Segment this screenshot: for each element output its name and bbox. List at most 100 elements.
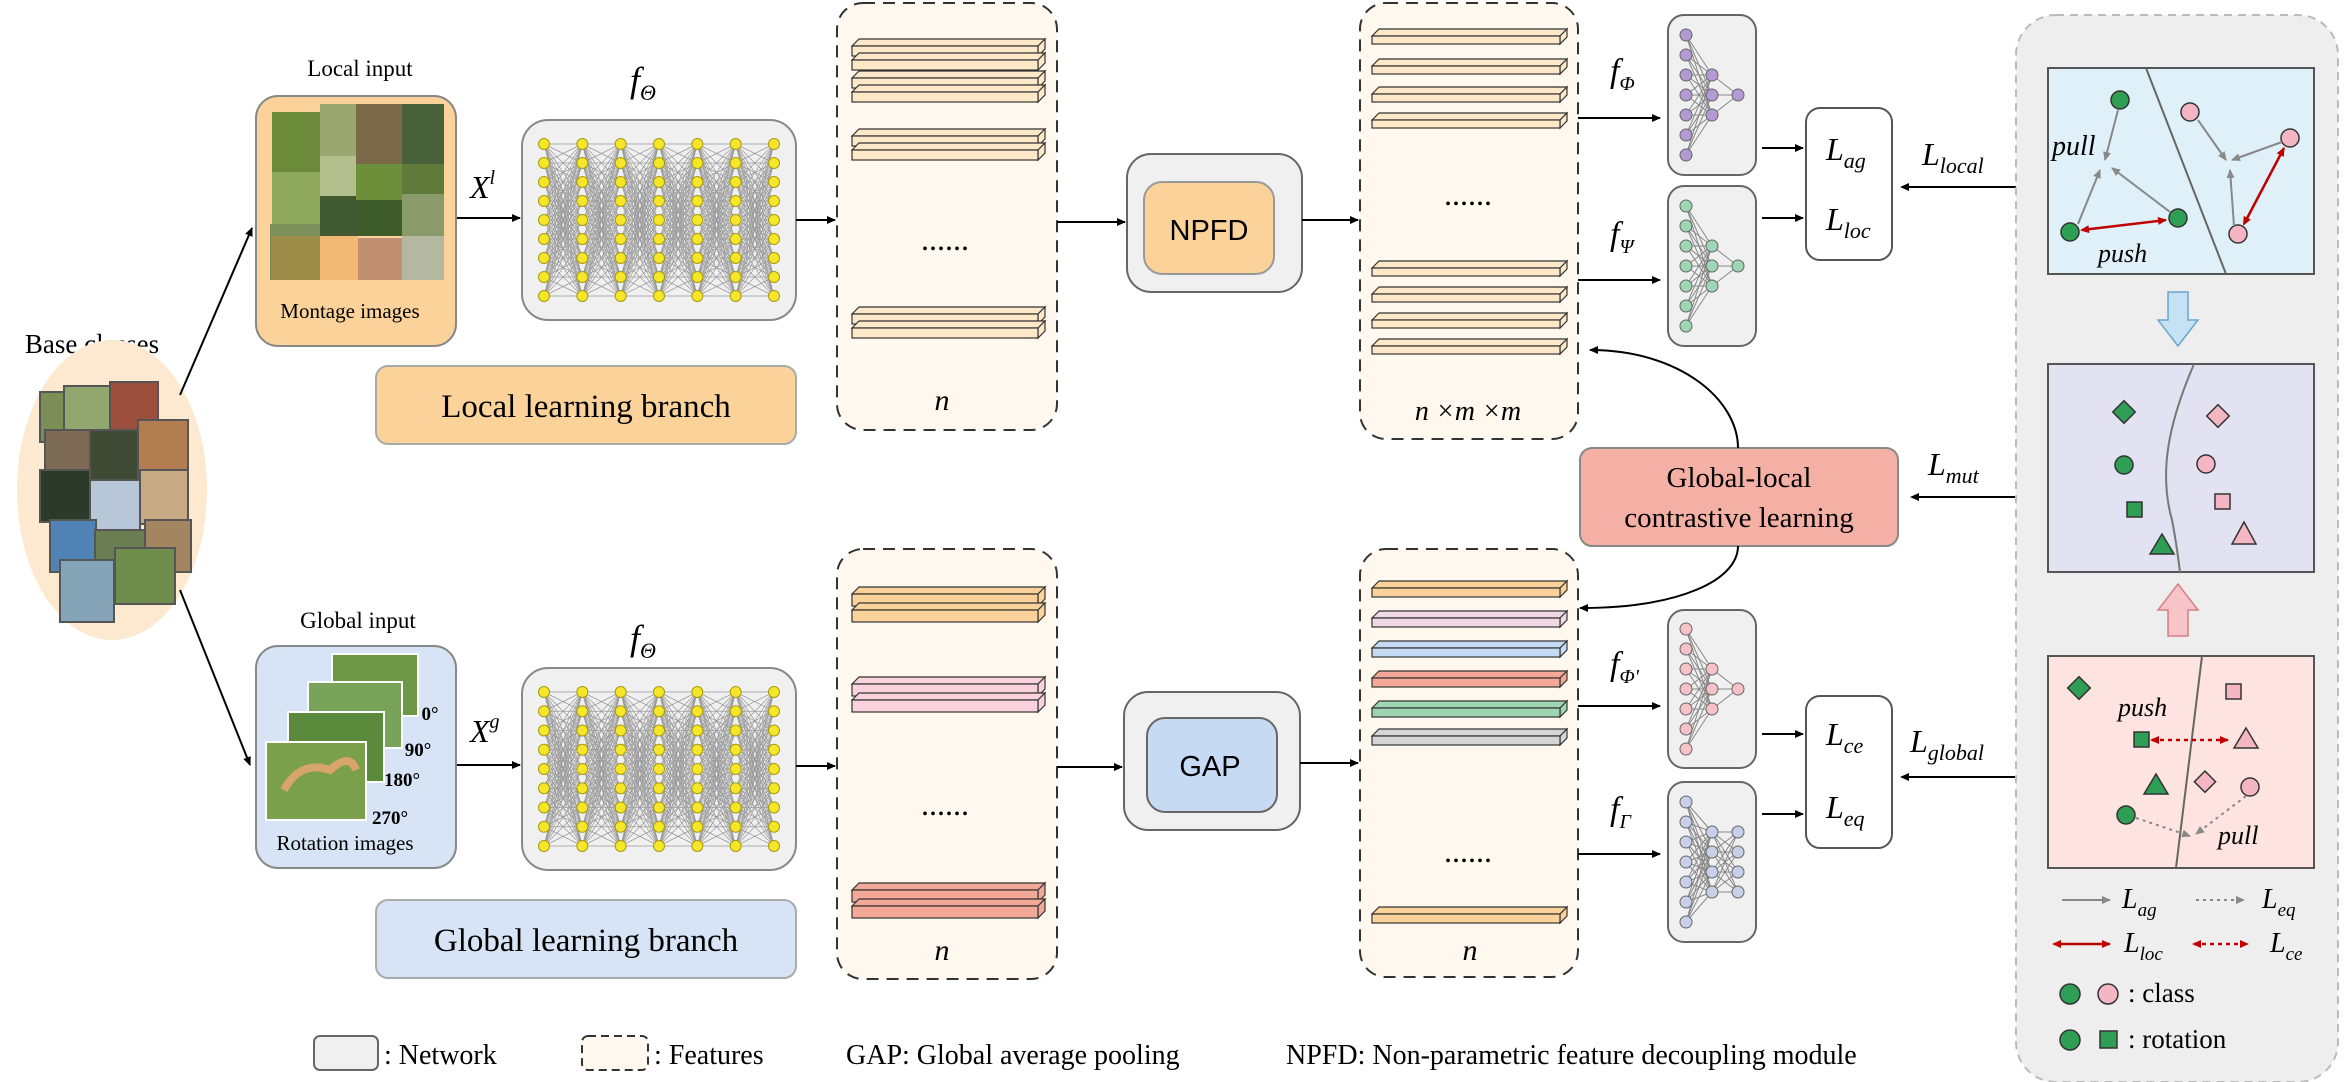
backbone-node (653, 782, 665, 795)
backbone-node (614, 176, 627, 188)
head-node (1679, 319, 1693, 333)
backbone-node (576, 271, 589, 283)
backbone-node (768, 801, 780, 814)
head-node (1705, 259, 1719, 273)
backbone-node (768, 743, 780, 756)
backbone-node (653, 840, 665, 852)
head-node (1679, 219, 1693, 233)
dots-nmm: ...... (1444, 176, 1492, 212)
backbone-node (691, 195, 704, 207)
head-node (1731, 682, 1745, 696)
backbone-node (691, 705, 704, 718)
feature-bar (1371, 119, 1561, 129)
head-node (1679, 28, 1693, 42)
head-psi-nodes (1679, 199, 1745, 333)
backbone-node (576, 686, 589, 698)
head-node (1679, 642, 1693, 656)
feature-bar (1371, 293, 1561, 303)
head-node (1679, 108, 1693, 122)
feature-bar (851, 327, 1039, 339)
global-branch-box (375, 899, 797, 979)
backbone-node (538, 290, 550, 302)
montage-grid (270, 104, 444, 280)
backbone-node (729, 724, 742, 737)
deg270: 270° (372, 808, 408, 829)
backbone-node (653, 271, 665, 283)
head-node (1705, 825, 1719, 839)
feature-bar (1371, 93, 1561, 103)
backbone-node (614, 724, 627, 737)
head-node (1679, 88, 1693, 102)
head-node (1731, 845, 1745, 859)
feature-bar (851, 59, 1039, 71)
legend-network: : Network (384, 1040, 497, 1071)
backbone-node (614, 252, 627, 264)
backbone-node (538, 271, 550, 283)
head-node (1679, 48, 1693, 62)
head-node (1679, 259, 1693, 273)
head-node (1731, 88, 1745, 102)
backbone-node (576, 801, 589, 814)
backbone-node (614, 820, 627, 833)
backbone-node (576, 233, 589, 245)
backbone-node (576, 840, 589, 852)
arrow-contrast-up (1589, 346, 1739, 449)
head-node (1679, 915, 1693, 929)
features-nmm (1359, 2, 1579, 440)
legend-gap: GAP: Global average pooling (846, 1040, 1180, 1071)
backbone-node (653, 724, 665, 737)
head-node (1705, 88, 1719, 102)
feature-bar (851, 91, 1039, 103)
bottom-legend: : Network : Features GAP: Global average… (313, 1035, 1857, 1071)
head-node (1705, 682, 1719, 696)
backbone-node (576, 157, 589, 169)
feature-bar (1371, 65, 1561, 75)
backbone-node (576, 705, 589, 718)
legend-features: : Features (654, 1040, 764, 1071)
head-node (1679, 702, 1693, 716)
backbone-node (653, 176, 665, 188)
backbone-node (576, 290, 589, 302)
backbone-node (538, 743, 550, 756)
global-branch-label: Global learning branch (434, 923, 739, 959)
loss-box-local (1805, 107, 1893, 261)
legend-features-swatch (581, 1035, 649, 1071)
backbone-node (691, 214, 704, 226)
backbone-node (691, 138, 704, 150)
head-node (1705, 702, 1719, 716)
backbone-node (729, 252, 742, 264)
backbone-node (653, 743, 665, 756)
deg180: 180° (384, 770, 420, 791)
head-node (1705, 885, 1719, 899)
arrow-down-blue (2156, 291, 2200, 348)
feature-bar (1371, 319, 1561, 329)
backbone-node (653, 801, 665, 814)
head-node (1679, 662, 1693, 676)
embedding-panel-global: push pull (2047, 655, 2315, 869)
backbone-node (691, 724, 704, 737)
backbone-node (653, 138, 665, 150)
f-theta-global-label: fΘ (630, 618, 656, 663)
legend-npfd: NPFD: Non-parametric feature decoupling … (1286, 1040, 1857, 1071)
arrow-to-global (179, 589, 251, 766)
head-node (1679, 239, 1693, 253)
backbone-node (768, 820, 780, 833)
backbone-node (768, 763, 780, 775)
backbone-node (538, 138, 550, 150)
feature-bar (1371, 677, 1561, 688)
contrastive-line-1: Global-local (1667, 462, 1812, 494)
backbone-node (691, 290, 704, 302)
deg0: 0° (421, 704, 438, 725)
svg-text:Lloc: Lloc (2123, 928, 2163, 965)
head-node (1679, 148, 1693, 162)
svg-text:pull: pull (2050, 131, 2096, 162)
f-gamma-label: fΓ (1610, 791, 1632, 833)
feature-bar (1371, 345, 1561, 355)
backbone-node (614, 138, 627, 150)
head-node (1705, 845, 1719, 859)
n-global: n (935, 934, 950, 967)
svg-text:Lag: Lag (2121, 884, 2157, 921)
head-node (1679, 855, 1693, 869)
backbone-node (729, 763, 742, 775)
head-phi-nodes (1679, 28, 1745, 162)
